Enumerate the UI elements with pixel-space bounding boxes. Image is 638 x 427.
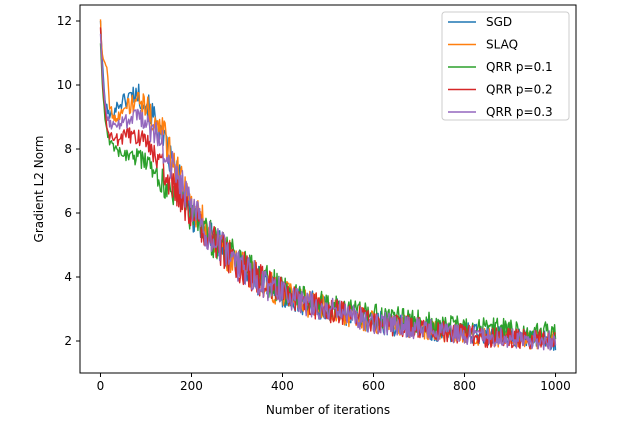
legend-label: QRR p=0.3 [486, 105, 553, 119]
y-tick-label: 2 [64, 334, 72, 348]
y-tick-label: 8 [64, 142, 72, 156]
x-tick-label: 600 [362, 379, 385, 393]
x-axis: 0 200 400 600 800 1000 [97, 373, 571, 393]
y-tick-label: 10 [57, 78, 72, 92]
x-tick-label: 800 [453, 379, 476, 393]
series-line-qrr-p-0-3 [99, 33, 557, 351]
y-axis-label: Gradient L2 Norm [32, 136, 46, 243]
y-tick-label: 6 [64, 206, 72, 220]
y-tick-label: 12 [57, 14, 72, 28]
legend-box [441, 11, 570, 121]
series-layer [99, 19, 557, 351]
y-axis: 2 4 6 8 10 12 [57, 14, 80, 348]
x-tick-label: 400 [271, 379, 294, 393]
plot-frame [79, 4, 577, 374]
x-tick-label: 200 [180, 379, 203, 393]
x-tick-label: 1000 [540, 379, 571, 393]
legend: SGD SLAQ QRR p=0.1 QRR p=0.2 QRR p=0.3 [441, 11, 570, 121]
x-tick-label: 0 [97, 379, 105, 393]
legend-label: SGD [486, 15, 512, 29]
legend-label: QRR p=0.2 [486, 83, 553, 97]
y-tick-label: 4 [64, 270, 72, 284]
legend-label: QRR p=0.1 [486, 60, 553, 74]
legend-label: SLAQ [486, 38, 518, 52]
x-axis-label: Number of iterations [266, 403, 390, 417]
